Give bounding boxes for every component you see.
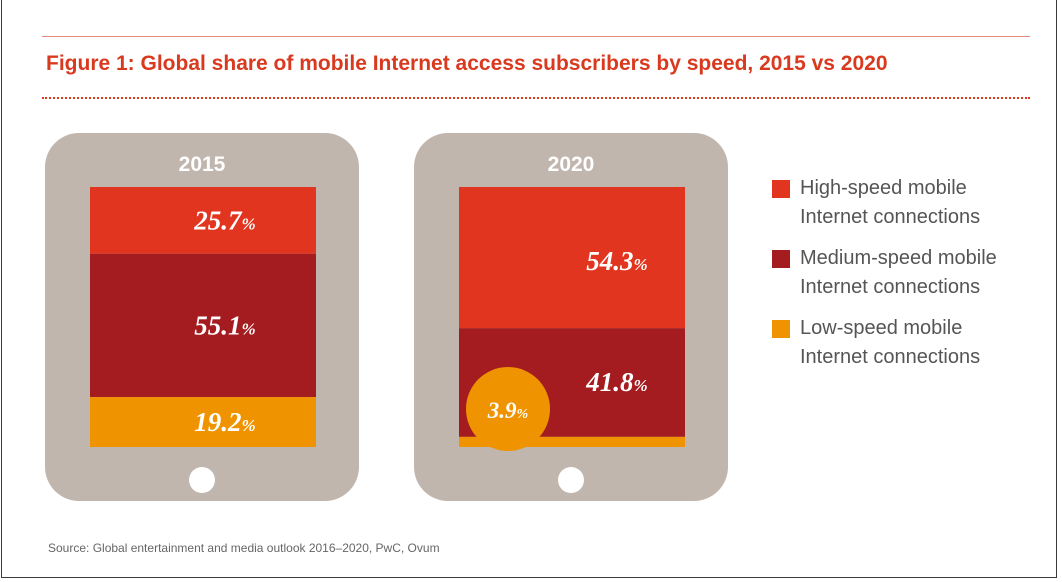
legend-item-high: High-speed mobile Internet connections [772, 174, 1052, 232]
legend-label-low-line2: Internet connections [800, 346, 981, 368]
bar-segment-low-2020 [459, 436, 685, 447]
legend-label-low-line1: Low-speed mobile [800, 317, 963, 339]
source-note: Source: Global entertainment and media o… [48, 541, 440, 555]
bar-segment-medium-2015 [90, 253, 316, 398]
bar-segment-high-2015 [90, 187, 316, 254]
bar-segment-low-2015 [90, 397, 316, 447]
legend-item-medium: Medium-speed mobile Internet connections [772, 244, 1052, 302]
legend-label-medium-line2: Internet connections [800, 276, 981, 298]
title-divider [42, 97, 1030, 99]
bar-segment-high-2020 [459, 187, 685, 329]
category-label-2015: 2015 [179, 153, 226, 176]
legend-swatch-low [772, 320, 790, 338]
top-rule [42, 36, 1030, 37]
legend: High-speed mobile Internet connections M… [772, 174, 1052, 384]
legend-item-low: Low-speed mobile Internet connections [772, 314, 1052, 372]
legend-label-high-line1: High-speed mobile [800, 177, 967, 199]
legend-label-high-line2: Internet connections [800, 206, 981, 228]
figure-title: Figure 1: Global share of mobile Interne… [46, 52, 888, 75]
legend-label-medium-line1: Medium-speed mobile [800, 247, 997, 269]
legend-swatch-high [772, 180, 790, 198]
callout-circle-low-2020 [466, 367, 550, 451]
home-button-icon-2020 [558, 467, 584, 493]
legend-swatch-medium [772, 250, 790, 268]
home-button-icon-2015 [189, 467, 215, 493]
category-label-2020: 2020 [548, 153, 595, 176]
